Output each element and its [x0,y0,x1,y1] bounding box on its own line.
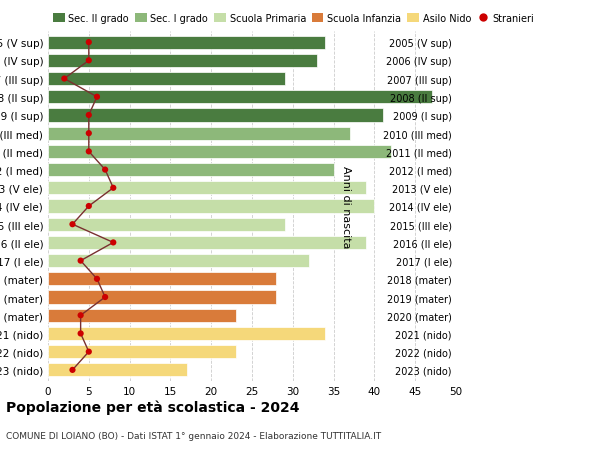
Point [76,330,85,337]
Bar [48,164,334,177]
Bar [48,345,236,358]
Bar [48,109,383,122]
Point [109,185,118,192]
Bar [48,127,350,140]
Bar [48,218,284,231]
Point [84,148,94,156]
Point [100,294,110,301]
Bar [48,200,374,213]
Bar [48,55,317,68]
Bar [48,327,325,340]
Point [84,57,94,65]
Legend: Sec. II grado, Sec. I grado, Scuola Primaria, Scuola Infanzia, Asilo Nido, Stran: Sec. II grado, Sec. I grado, Scuola Prim… [53,14,534,24]
Text: Popolazione per età scolastica - 2024: Popolazione per età scolastica - 2024 [6,399,299,414]
Point [109,239,118,246]
Point [59,76,69,83]
Point [84,112,94,119]
Bar [48,273,277,286]
Bar [48,91,431,104]
Bar [48,236,366,249]
Point [76,257,85,265]
Bar [48,37,325,50]
Point [84,348,94,356]
Bar [48,182,366,195]
Point [68,366,77,374]
Point [84,130,94,138]
Point [100,167,110,174]
Bar [48,73,284,86]
Point [92,275,102,283]
Bar [48,254,309,268]
Point [84,39,94,47]
Y-axis label: Anni di nascita: Anni di nascita [341,165,352,248]
Point [92,94,102,101]
Point [84,203,94,210]
Bar [48,364,187,376]
Point [76,312,85,319]
Bar [48,291,277,304]
Bar [48,146,391,159]
Point [68,221,77,229]
Text: COMUNE DI LOIANO (BO) - Dati ISTAT 1° gennaio 2024 - Elaborazione TUTTITALIA.IT: COMUNE DI LOIANO (BO) - Dati ISTAT 1° ge… [6,431,381,441]
Bar [48,309,236,322]
